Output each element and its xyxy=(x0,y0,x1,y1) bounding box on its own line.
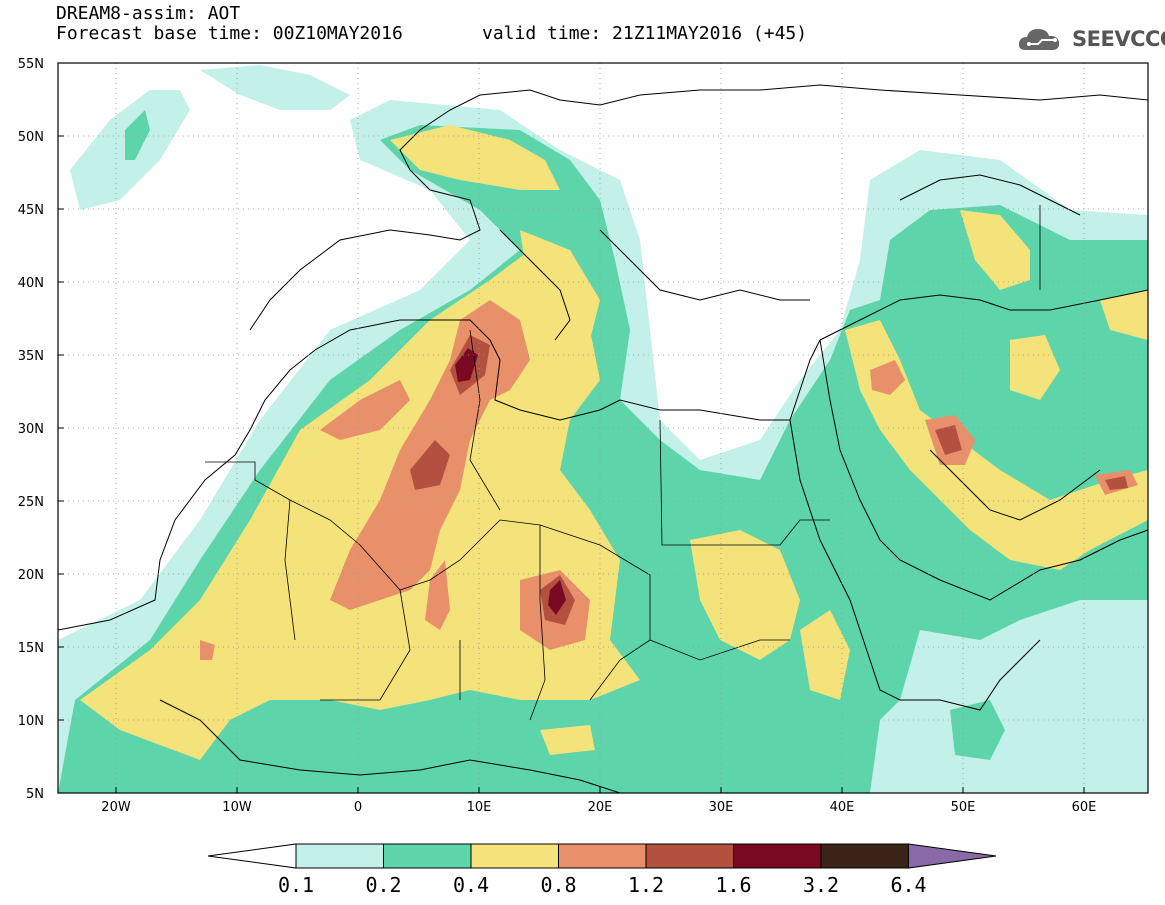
lat-label: 45N xyxy=(18,203,44,218)
lon-label: 10W xyxy=(222,800,252,815)
lat-label: 35N xyxy=(18,349,44,364)
lon-label: 0 xyxy=(354,800,362,815)
lon-label: 50E xyxy=(951,800,976,815)
lon-label: 30E xyxy=(709,800,734,815)
logo-text: SEEVCCC xyxy=(1072,27,1165,51)
lat-label: 15N xyxy=(18,641,44,656)
lat-label: 30N xyxy=(18,422,44,437)
colorbar-segment xyxy=(820,843,909,869)
valid-time: valid time: 21Z11MAY2016 (+45) xyxy=(482,23,808,44)
colorbar-segment xyxy=(733,843,822,869)
grid-lines xyxy=(58,63,1148,793)
colorbar-right-arrow xyxy=(908,843,997,869)
colorbar-label: 0.4 xyxy=(453,873,489,897)
colorbar-segment xyxy=(383,843,472,869)
colorbar-label: 3.2 xyxy=(803,873,839,897)
colorbar-label: 1.2 xyxy=(628,873,664,897)
colorbar-segment xyxy=(645,843,734,869)
lat-label: 10N xyxy=(18,714,44,729)
lon-label: 10E xyxy=(467,800,492,815)
colorbar-label: 0.2 xyxy=(365,873,401,897)
lat-label: 5N xyxy=(26,787,44,802)
colorbar-segment xyxy=(470,843,559,869)
base-time: Forecast base time: 00Z10MAY2016 xyxy=(56,23,403,44)
colorbar-labels: 0.1 0.2 0.4 0.8 1.2 1.6 3.2 6.4 xyxy=(278,873,927,897)
lat-label: 40N xyxy=(18,276,44,291)
lon-label: 20E xyxy=(588,800,613,815)
colorbar-label: 0.8 xyxy=(540,873,576,897)
colorbar-segment xyxy=(295,843,384,869)
colorbar-segment xyxy=(558,843,647,869)
colorbar-left-arrow xyxy=(207,843,297,869)
lat-label: 20N xyxy=(18,568,44,583)
coastlines xyxy=(58,84,1148,793)
lon-label: 20W xyxy=(101,800,131,815)
lon-label: 60E xyxy=(1072,800,1097,815)
seevccc-logo: SEEVCCC xyxy=(1016,22,1165,56)
cloud-icon xyxy=(1018,29,1060,50)
colorbar-label: 0.1 xyxy=(278,873,314,897)
country-borders xyxy=(205,205,1041,721)
aot-field xyxy=(58,65,1148,793)
lon-label: 40E xyxy=(830,800,855,815)
axis-ticks xyxy=(58,135,1085,793)
longitude-labels: 20W 10W 0 10E 20E 30E 40E 50E 60E xyxy=(101,800,1096,815)
lat-label: 55N xyxy=(18,57,44,72)
colorbar-label: 6.4 xyxy=(890,873,926,897)
colorbar-label: 1.6 xyxy=(715,873,751,897)
model-title: DREAM8-assim: AOT xyxy=(56,3,241,24)
lat-label: 50N xyxy=(18,130,44,145)
lat-label: 25N xyxy=(18,495,44,510)
latitude-labels: 55N 50N 45N 40N 35N 30N 25N 20N 15N 10N … xyxy=(18,57,44,802)
colorbar xyxy=(207,843,997,869)
